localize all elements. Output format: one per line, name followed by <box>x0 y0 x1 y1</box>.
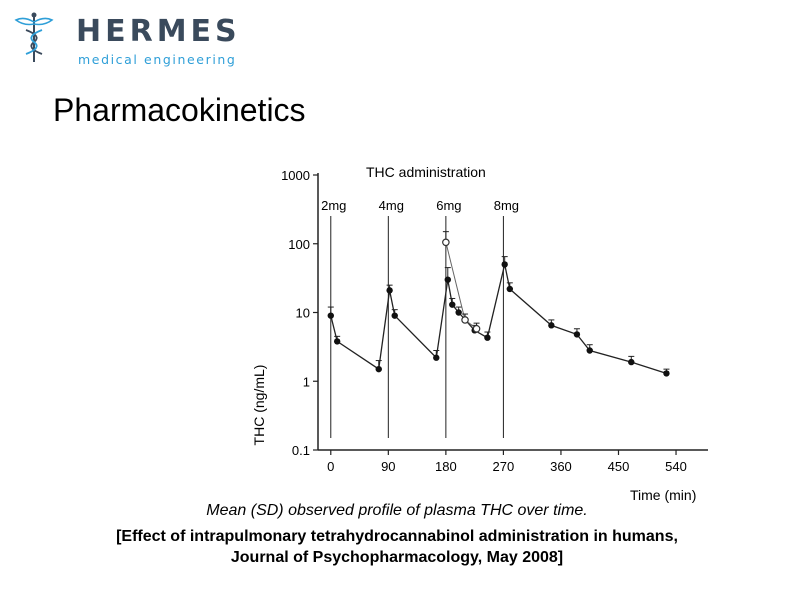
data-point <box>548 322 555 329</box>
y-tick-label: 100 <box>288 237 310 252</box>
x-tick-label: 180 <box>435 459 457 474</box>
data-point <box>484 334 491 341</box>
chart-title: THC administration <box>366 164 486 180</box>
data-point <box>386 287 393 294</box>
data-point <box>501 261 508 268</box>
data-point <box>375 365 382 373</box>
x-tick-label: 360 <box>550 459 572 474</box>
data-point <box>444 276 451 283</box>
logo-name: HERMES <box>76 14 241 49</box>
hermes-logo: HERMES medical engineering <box>12 8 252 67</box>
pk-chart: THC administration THC (ng/mL) Time (min… <box>240 150 730 505</box>
data-point <box>573 331 581 338</box>
data-point <box>433 354 440 361</box>
x-tick-label: 90 <box>381 459 395 474</box>
x-axis-label: Time (min) <box>630 487 696 503</box>
chart-background <box>240 150 730 505</box>
data-point <box>333 338 341 345</box>
open-data-point <box>442 238 450 247</box>
logo-tagline: medical engineering <box>78 52 237 67</box>
x-tick-label: 0 <box>327 459 334 474</box>
open-data-point <box>461 316 469 324</box>
dose-marker-label: 4mg <box>379 198 404 213</box>
y-tick-label: 0.1 <box>292 443 310 458</box>
data-point <box>449 301 456 308</box>
data-point <box>628 358 635 366</box>
y-axis-label: THC (ng/mL) <box>251 365 267 446</box>
dose-marker-label: 8mg <box>494 198 519 213</box>
data-point <box>506 285 514 293</box>
slide-title: Pharmacokinetics <box>53 92 306 128</box>
citation-line-2: Journal of Psychopharmacology, May 2008] <box>230 549 564 566</box>
dose-marker-label: 2mg <box>321 198 346 213</box>
caduceus-icon <box>14 12 54 62</box>
data-point <box>663 370 670 377</box>
y-tick-label: 10 <box>296 306 310 321</box>
data-point <box>391 312 398 319</box>
x-tick-label: 540 <box>665 459 687 474</box>
citation-line-1: [Effect of intrapulmonary tetrahydrocann… <box>116 528 678 545</box>
open-data-point <box>472 324 481 333</box>
figure-caption: Mean (SD) observed profile of plasma THC… <box>206 502 588 519</box>
x-tick-label: 450 <box>608 459 630 474</box>
dose-marker-label: 6mg <box>436 198 461 213</box>
data-point <box>586 347 593 354</box>
plot-layer: 0.1 1 10 100 1000 0 90 180 270 360 450 540 2mg 4mg 6mg… <box>281 168 708 474</box>
data-point <box>455 309 462 316</box>
data-point <box>327 312 334 319</box>
x-tick-label: 270 <box>493 459 515 474</box>
y-tick-label: 1 <box>303 374 310 389</box>
y-tick-label: 1000 <box>281 168 310 183</box>
